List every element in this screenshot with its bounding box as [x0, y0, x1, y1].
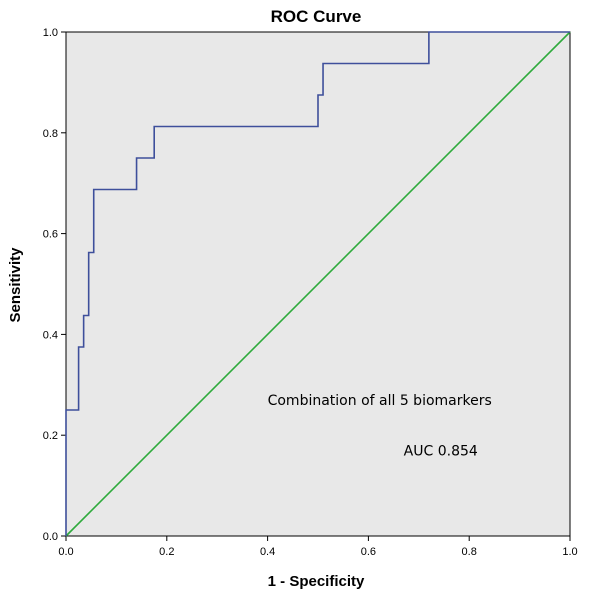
y-tick-label: 0.4: [43, 329, 58, 341]
chart-title: ROC Curve: [271, 7, 362, 26]
y-tick-label: 0.6: [43, 229, 58, 241]
x-tick-label: 0.6: [361, 546, 376, 558]
x-axis: 0.0 0.2 0.4 0.6 0.8 1.0: [58, 536, 578, 558]
y-axis: 0.0 0.2 0.4 0.6 0.8 1.0: [43, 27, 66, 543]
annotation-auc-label: AUC 0.854: [404, 443, 478, 459]
y-tick-label: 0.2: [43, 430, 58, 442]
y-tick-label: 0.8: [43, 128, 58, 140]
x-tick-label: 0.4: [260, 546, 275, 558]
x-tick-label: 0.8: [462, 546, 477, 558]
y-tick-label: 1.0: [43, 27, 58, 39]
y-axis-label: Sensitivity: [7, 247, 24, 323]
x-tick-label: 0.2: [159, 546, 174, 558]
series-layer: [65, 31, 571, 537]
x-axis-label: 1 - Specificity: [268, 573, 365, 590]
y-tick-label: 0.0: [43, 531, 58, 543]
x-tick-label: 0.0: [58, 546, 73, 558]
reference-diagonal-line: [65, 31, 571, 537]
annotation-model-label: Combination of all 5 biomarkers: [268, 393, 492, 409]
roc-curve-line: [65, 31, 570, 536]
x-tick-label: 1.0: [562, 546, 577, 558]
annotations: Combination of all 5 biomarkers AUC 0.854: [268, 393, 492, 459]
